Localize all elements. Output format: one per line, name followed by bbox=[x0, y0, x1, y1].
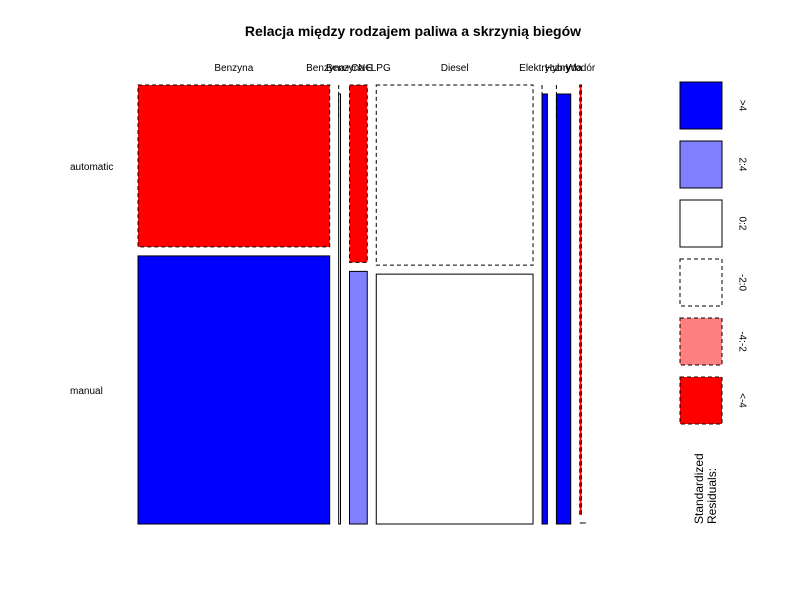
cell-benzyna-lpg-manual bbox=[349, 270, 368, 525]
legend: >4 2:4 0:2 -2:0 -4:-2 <-4 Standardized Residual… bbox=[679, 81, 747, 524]
legend-swatch-1 bbox=[679, 81, 723, 130]
legend-swatch-4 bbox=[679, 258, 723, 307]
legend-swatch-2 bbox=[679, 140, 723, 189]
legend-label-2: 2:4 bbox=[736, 158, 747, 172]
legend-label-3: 0:2 bbox=[736, 217, 747, 231]
row-labels: automatic manual bbox=[70, 162, 113, 397]
mosaic-cells bbox=[137, 84, 586, 525]
cell-diesel-manual bbox=[375, 273, 534, 525]
legend-label-1: >4 bbox=[736, 100, 747, 112]
cell-elektryczny-manual bbox=[541, 93, 548, 525]
legend-swatch-5 bbox=[679, 317, 723, 366]
chart-title: Relacja między rodzajem paliwa a skrzyni… bbox=[245, 23, 581, 39]
column-label-wodor: Wodór bbox=[566, 63, 596, 74]
column-label-diesel: Diesel bbox=[441, 63, 469, 74]
cell-benzyna-cng-manual bbox=[338, 93, 342, 525]
cell-benzyna-lpg-automatic bbox=[349, 84, 368, 263]
legend-label-6: <-4 bbox=[736, 393, 747, 408]
column-label-benzyna-cng: Benzyna+CNG bbox=[306, 63, 373, 74]
legend-swatch-3 bbox=[679, 199, 723, 248]
legend-title-line-1: Standardized bbox=[692, 453, 706, 524]
row-label-manual: manual bbox=[70, 386, 103, 397]
column-label-benzyna-lpg: Benzyna+LPG bbox=[326, 63, 391, 74]
row-label-automatic: automatic bbox=[70, 162, 113, 173]
legend-label-4: -2:0 bbox=[736, 274, 747, 292]
cell-benzyna-automatic bbox=[137, 84, 331, 248]
cell-hybryda-manual bbox=[555, 93, 572, 525]
legend-swatch-6 bbox=[679, 376, 723, 425]
cell-wodor-automatic bbox=[579, 84, 583, 516]
cell-benzyna-manual bbox=[137, 255, 331, 525]
legend-title-line-2: Residuals: bbox=[705, 468, 719, 524]
cell-diesel-automatic bbox=[375, 84, 534, 266]
legend-label-5: -4:-2 bbox=[736, 331, 747, 352]
column-label-elektryczny: Elektryczny bbox=[519, 63, 570, 74]
column-label-benzyna: Benzyna bbox=[214, 63, 253, 74]
column-label-hybryda: Hybryda bbox=[545, 63, 583, 74]
